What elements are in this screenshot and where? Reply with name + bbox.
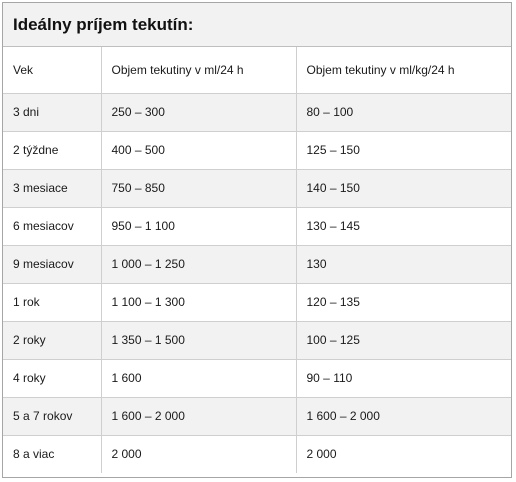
cell-age: 4 roky bbox=[3, 359, 102, 398]
cell-age: 6 mesiacov bbox=[3, 207, 102, 246]
cell-volume-per-day: 2 000 bbox=[101, 435, 297, 473]
table-row: 2 roky 1 350 – 1 500 100 – 125 bbox=[3, 321, 511, 360]
cell-age: 3 mesiace bbox=[3, 169, 102, 208]
cell-volume-per-kg: 130 bbox=[296, 245, 511, 284]
cell-age: 5 a 7 rokov bbox=[3, 397, 102, 436]
cell-volume-per-kg: 90 – 110 bbox=[296, 359, 511, 398]
table-row: 9 mesiacov 1 000 – 1 250 130 bbox=[3, 245, 511, 284]
cell-age: 9 mesiacov bbox=[3, 245, 102, 284]
table-row: 8 a viac 2 000 2 000 bbox=[3, 435, 511, 473]
cell-volume-per-kg: 1 600 – 2 000 bbox=[296, 397, 511, 436]
cell-volume-per-day: 1 100 – 1 300 bbox=[101, 283, 297, 322]
table-title-bar: Ideálny príjem tekutín: bbox=[3, 3, 511, 47]
table-row: 2 týždne 400 – 500 125 – 150 bbox=[3, 131, 511, 170]
fluid-intake-table: Vek Objem tekutiny v ml/24 h Objem tekut… bbox=[3, 47, 511, 473]
cell-volume-per-day: 750 – 850 bbox=[101, 169, 297, 208]
table-row: 6 mesiacov 950 – 1 100 130 – 145 bbox=[3, 207, 511, 246]
cell-age: 2 týždne bbox=[3, 131, 102, 170]
cell-age: 8 a viac bbox=[3, 435, 102, 473]
cell-volume-per-day: 1 000 – 1 250 bbox=[101, 245, 297, 284]
cell-volume-per-kg: 125 – 150 bbox=[296, 131, 511, 170]
cell-volume-per-kg: 100 – 125 bbox=[296, 321, 511, 360]
header-volume-per-kg: Objem tekutiny v ml/kg/24 h bbox=[296, 47, 511, 94]
cell-volume-per-day: 1 600 bbox=[101, 359, 297, 398]
table-row: 3 dni 250 – 300 80 – 100 bbox=[3, 93, 511, 132]
table-title: Ideálny príjem tekutín: bbox=[13, 15, 194, 34]
cell-volume-per-kg: 140 – 150 bbox=[296, 169, 511, 208]
cell-volume-per-kg: 120 – 135 bbox=[296, 283, 511, 322]
cell-age: 2 roky bbox=[3, 321, 102, 360]
table-row: 3 mesiace 750 – 850 140 – 150 bbox=[3, 169, 511, 208]
cell-volume-per-day: 400 – 500 bbox=[101, 131, 297, 170]
table-row: 5 a 7 rokov 1 600 – 2 000 1 600 – 2 000 bbox=[3, 397, 511, 436]
cell-volume-per-day: 950 – 1 100 bbox=[101, 207, 297, 246]
cell-age: 1 rok bbox=[3, 283, 102, 322]
cell-volume-per-kg: 130 – 145 bbox=[296, 207, 511, 246]
fluid-intake-table-frame: Ideálny príjem tekutín: Vek Objem tekuti… bbox=[2, 2, 512, 478]
cell-volume-per-day: 1 600 – 2 000 bbox=[101, 397, 297, 436]
cell-volume-per-kg: 80 – 100 bbox=[296, 93, 511, 132]
cell-volume-per-kg: 2 000 bbox=[306, 447, 337, 462]
cell-volume-per-day: 250 – 300 bbox=[101, 93, 297, 132]
header-volume-per-day: Objem tekutiny v ml/24 h bbox=[101, 47, 297, 94]
table-row: 1 rok 1 100 – 1 300 120 – 135 bbox=[3, 283, 511, 322]
table-header-row: Vek Objem tekutiny v ml/24 h Objem tekut… bbox=[3, 47, 511, 94]
cell-volume-per-day: 1 350 – 1 500 bbox=[101, 321, 297, 360]
cell-age: 3 dni bbox=[3, 93, 102, 132]
header-age: Vek bbox=[3, 47, 102, 94]
table-row: 4 roky 1 600 90 – 110 bbox=[3, 359, 511, 398]
